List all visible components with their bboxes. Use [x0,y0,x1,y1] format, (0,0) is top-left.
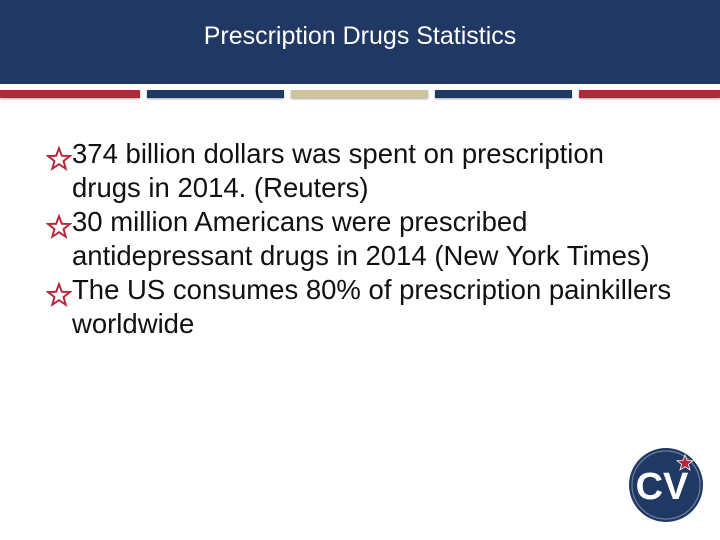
bullet-item: 374 billion dollars was spent on prescri… [40,137,680,205]
divider-stripe-tan [291,90,428,98]
bullet-text: 30 million Americans were prescribed ant… [72,206,650,271]
bullet-item: The US consumes 80% of prescription pain… [40,273,680,341]
bullet-item: 30 million Americans were prescribed ant… [40,205,680,273]
cv-logo-icon: CV [629,448,703,522]
star-outline-icon [46,282,72,308]
slide-title: Prescription Drugs Statistics [203,22,517,50]
bullet-text: The US consumes 80% of prescription pain… [72,274,672,339]
divider-stripe-navy-2 [435,90,572,98]
divider-stripe-navy-1 [147,90,284,98]
star-outline-icon [46,214,72,240]
bullet-list: 374 billion dollars was spent on prescri… [40,137,680,341]
divider-stripe-red-left [0,90,140,98]
title-bar: Prescription Drugs Statistics [0,0,720,84]
logo-text: CV [636,466,689,508]
star-outline-icon [46,146,72,172]
divider-stripe-red-right [579,90,720,98]
bullet-text: 374 billion dollars was spent on prescri… [72,138,604,203]
